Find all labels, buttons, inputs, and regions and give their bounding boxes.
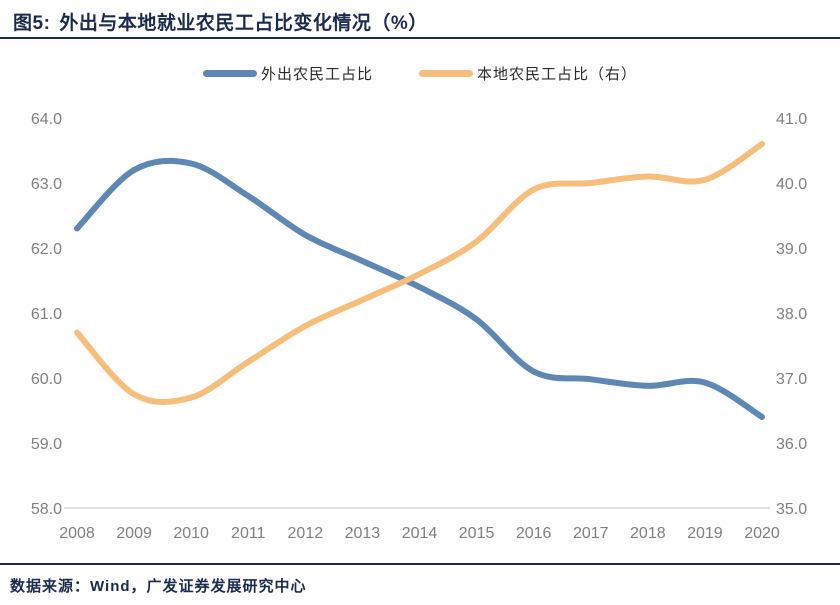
left-axis-tick: 64.0: [31, 111, 62, 128]
figure-title-text: 外出与本地就业农民工占比变化情况（%）: [59, 13, 428, 34]
x-axis-tick: 2020: [744, 525, 780, 542]
x-axis-tick: 2017: [573, 525, 609, 542]
x-axis-tick: 2009: [116, 525, 152, 542]
x-axis-tick: 2018: [630, 525, 666, 542]
right-axis-tick: 41.0: [776, 111, 807, 128]
x-axis-tick: 2012: [288, 525, 324, 542]
footer-bar: 数据来源：Wind，广发证券发展研究中心: [0, 563, 840, 605]
legend-marker-icon: [202, 69, 257, 77]
data-source-text: 数据来源：Wind，广发证券发展研究中心: [10, 578, 307, 595]
left-axis-tick: 63.0: [31, 176, 62, 193]
local-series-line: [74, 141, 765, 405]
right-axis-tick: 36.0: [776, 436, 807, 453]
x-axis-tick: 2019: [687, 525, 723, 542]
x-axis-tick: 2008: [59, 525, 95, 542]
right-axis-tick: 40.0: [776, 176, 807, 193]
x-axis-tick: 2010: [173, 525, 209, 542]
right-axis-tick: 39.0: [776, 241, 807, 258]
right-axis-tick: 37.0: [776, 371, 807, 388]
figure-label: 图5:: [13, 13, 51, 34]
line-chart: 58.0 59.0 60.0 61.0 62.0 63.0 64.0 35.0 36.0 37.0…: [31, 111, 807, 542]
right-axis-tick: 38.0: [776, 306, 807, 323]
left-axis-tick: 62.0: [31, 241, 62, 258]
x-axis-tick: 2014: [402, 525, 438, 542]
legend-item-0: 外出农民工占比: [202, 63, 373, 84]
left-axis-tick: 59.0: [31, 436, 62, 453]
right-axis-tick: 35.0: [776, 501, 807, 518]
legend-label: 本地农民工占比（右）: [477, 65, 638, 83]
left-axis-tick: 60.0: [31, 371, 62, 388]
legend-marker-icon: [419, 69, 473, 77]
x-axis-tick: 2016: [516, 525, 552, 542]
x-axis-tick: 2011: [231, 525, 266, 542]
x-axis-tick: 2013: [345, 525, 381, 542]
left-axis-tick: 58.0: [31, 501, 62, 518]
x-axis-tick: 2015: [459, 525, 495, 542]
legend-label: 外出农民工占比: [260, 65, 373, 83]
outbound-series-line: [74, 157, 765, 420]
legend-item-1: 本地农民工占比（右）: [419, 63, 637, 84]
chart-legend: 外出农民工占比 本地农民工占比（右）: [0, 58, 840, 88]
left-axis-tick: 61.0: [31, 306, 62, 323]
chart-title-bar: 图5: 外出与本地就业农民工占比变化情况（%）: [0, 0, 840, 39]
